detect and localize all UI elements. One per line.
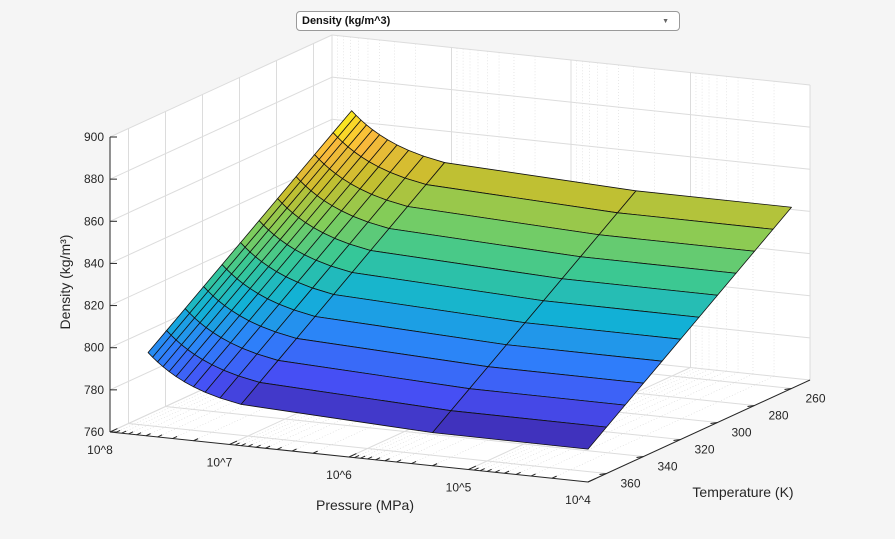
- surface: [147, 110, 792, 450]
- quantity-dropdown[interactable]: Density (kg/m^3) ▼: [296, 11, 680, 31]
- y-tick-label: 280: [769, 409, 789, 423]
- x-minor-tick: [128, 431, 134, 435]
- x-tick-mark: [587, 478, 596, 483]
- y-tick-label: 260: [806, 392, 826, 406]
- dropdown-selected-value: Density (kg/m^3): [302, 15, 391, 27]
- x-axis-label: Pressure (MPa): [316, 497, 414, 513]
- axes-lines: [109, 136, 811, 483]
- chevron-down-icon: ▼: [662, 17, 669, 25]
- x-minor-tick: [247, 443, 253, 447]
- x-minor-tick: [193, 438, 199, 442]
- y-tick-label: 320: [695, 443, 715, 457]
- z-tick-label: 880: [84, 172, 104, 186]
- z-tick-label: 800: [84, 341, 104, 355]
- x-minor-tick: [265, 445, 271, 449]
- y-tick-label: 300: [732, 426, 752, 440]
- x-minor-tick: [240, 443, 246, 447]
- x-minor-tick: [479, 468, 485, 472]
- y-tick-mark: [599, 473, 607, 475]
- x-tick-mark: [348, 453, 357, 458]
- z-tick-label: 900: [84, 130, 104, 144]
- z-tick-label: 780: [84, 383, 104, 397]
- x-tick-mark: [109, 428, 118, 433]
- x-minor-tick: [145, 433, 151, 437]
- y-tick-mark: [710, 422, 718, 424]
- y-axis-line: [587, 379, 811, 483]
- x-tick-mark: [468, 465, 477, 470]
- tick-labels: 760 780 800 820 840 860 880 900 10^8 10^7 10^6 10^5…: [84, 130, 826, 507]
- grid-line: [109, 34, 333, 138]
- y-tick-label: 360: [621, 477, 641, 491]
- x-minor-tick: [157, 434, 163, 438]
- x-minor-tick: [375, 457, 381, 461]
- x-tick-label: 10^4: [565, 493, 591, 507]
- grid-line: [109, 118, 333, 222]
- grid-line: [331, 76, 811, 128]
- x-minor-tick: [312, 450, 318, 454]
- x-minor-tick: [486, 468, 492, 472]
- x-minor-tick: [255, 444, 261, 448]
- x-minor-tick: [136, 432, 142, 436]
- y-tick-mark: [784, 388, 792, 390]
- grid-line: [331, 118, 811, 170]
- x-minor-tick: [121, 430, 127, 434]
- x-minor-tick: [172, 435, 178, 439]
- z-tick-label: 840: [84, 256, 104, 270]
- y-tick-mark: [673, 439, 681, 441]
- x-minor-tick: [367, 456, 373, 460]
- x-minor-tick: [504, 470, 510, 474]
- y-axis-label: Temperature (K): [692, 484, 793, 500]
- x-minor-tick: [432, 463, 438, 467]
- grid-line: [109, 76, 333, 180]
- z-tick-label: 760: [84, 425, 104, 439]
- x-minor-tick: [234, 442, 240, 446]
- x-minor-tick: [396, 459, 402, 463]
- x-minor-tick: [115, 429, 121, 434]
- x-tick-mark: [229, 440, 238, 445]
- grid-line: [331, 34, 811, 86]
- x-minor-tick: [354, 454, 360, 459]
- grid-line: [165, 406, 644, 457]
- x-minor-tick: [276, 446, 282, 450]
- y-tick-mark: [636, 456, 644, 458]
- x-minor-tick: [473, 467, 479, 471]
- x-tick-label: 10^7: [207, 456, 233, 470]
- x-minor-tick: [291, 448, 297, 452]
- z-axis-label: Density (kg/m³): [57, 235, 73, 330]
- x-minor-tick: [411, 460, 417, 464]
- x-minor-tick: [384, 458, 390, 462]
- x-tick-label: 10^8: [87, 443, 113, 457]
- surface-patch: [432, 410, 607, 450]
- x-minor-tick: [494, 469, 500, 473]
- x-tick-label: 10^6: [326, 468, 352, 482]
- x-minor-tick: [515, 471, 521, 475]
- x-minor-tick: [551, 475, 557, 479]
- x-tick-label: 10^5: [446, 481, 472, 495]
- y-tick-label: 340: [658, 460, 678, 474]
- y-tick-mark: [747, 405, 755, 407]
- z-tick-label: 860: [84, 214, 104, 228]
- x-minor-tick: [530, 473, 536, 477]
- x-minor-tick: [360, 455, 366, 459]
- z-tick-label: 820: [84, 299, 104, 313]
- grid-line: [128, 423, 607, 474]
